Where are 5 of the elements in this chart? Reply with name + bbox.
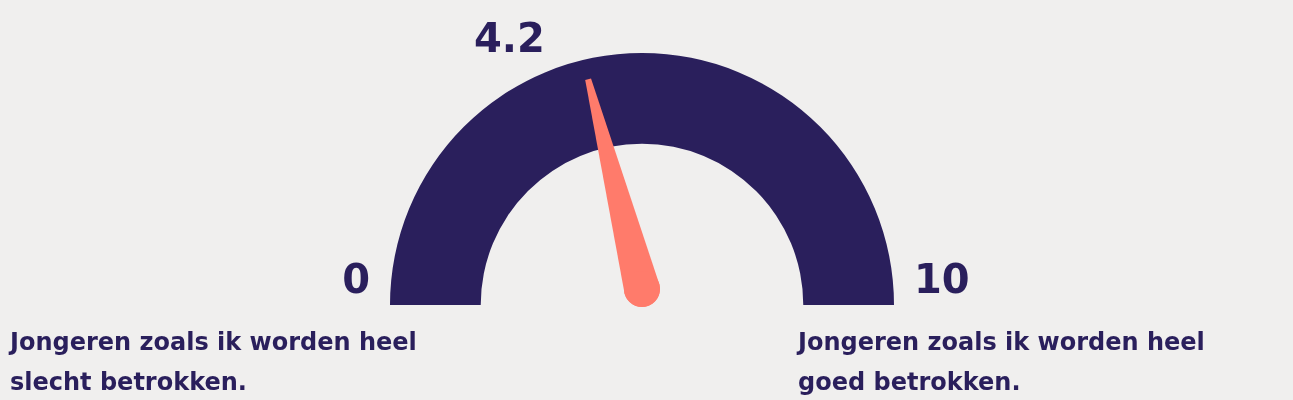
data-label: 4.2	[473, 15, 545, 61]
text: Jongeren zoals ik worden heel slecht betrokken.	[10, 327, 418, 398]
text: Jongeren zoals ik worden heel goed betrokken.	[798, 327, 1206, 398]
text: 0	[342, 256, 370, 302]
text: 10	[914, 256, 970, 302]
